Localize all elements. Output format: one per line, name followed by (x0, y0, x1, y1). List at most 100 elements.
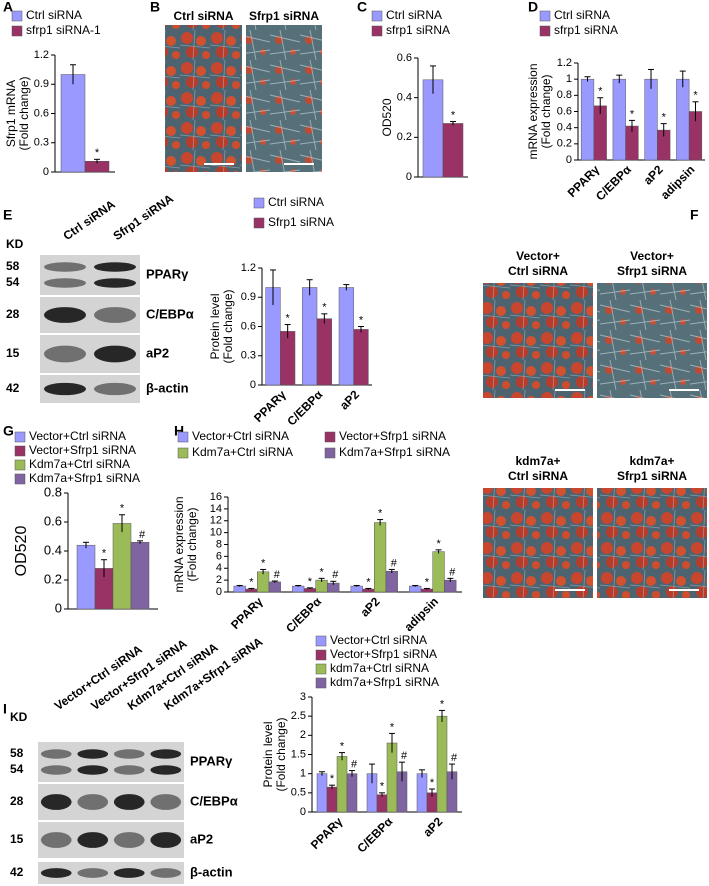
y-tick-label: 0.6 (557, 105, 572, 117)
x-tick-label: C/EBPα (354, 814, 395, 855)
y-tick-label: 0.3 (34, 137, 49, 149)
bar (386, 742, 398, 813)
blot-band (77, 749, 109, 759)
legend-swatch (324, 447, 336, 459)
legend-swatch (177, 431, 189, 443)
blot-band (44, 262, 86, 272)
image-label: Vector+ (516, 249, 560, 263)
blot-band (150, 765, 182, 775)
x-tick-label: adipsin (658, 162, 698, 202)
bar (436, 715, 448, 813)
micrograph (597, 283, 707, 398)
significance-mark: * (340, 740, 345, 752)
y-tick-label: 0.2 (44, 571, 62, 586)
significance-mark: * (662, 112, 667, 124)
significance-mark: * (630, 108, 635, 120)
bar (612, 78, 626, 161)
y-tick-label: 0.6 (241, 320, 256, 332)
legend-label: Vector+Ctrl siRNA (29, 429, 126, 443)
legend-swatch (14, 459, 26, 471)
x-tick-label: aP2 (337, 387, 362, 412)
y-tick-label: 12 (210, 515, 222, 527)
bar (316, 318, 332, 386)
blot-name: aP2 (190, 831, 213, 846)
image-label: Sfrp1 siRNA (617, 469, 687, 483)
y-axis-label: OD520 (13, 526, 30, 577)
x-tick-label: C/EBPα (284, 387, 325, 428)
y-axis-label: Sfrp1 mRNA (4, 80, 18, 147)
y-tick-label: 0 (216, 586, 222, 598)
blot-band (40, 794, 72, 810)
x-tick-label: PPARγ (308, 814, 346, 852)
y-tick-label: 0 (55, 600, 62, 615)
y-tick-label: 2.5 (291, 710, 306, 722)
significance-mark: # (139, 529, 146, 541)
blot-band (94, 278, 136, 288)
blot-band (94, 262, 136, 272)
legend-label: Sfrp1 siRNA (268, 215, 334, 229)
kd-label: 54 (10, 762, 24, 776)
kd-label: 15 (10, 832, 24, 846)
significance-mark: * (390, 721, 395, 733)
legend-swatch (14, 445, 26, 457)
blot-strip (38, 742, 184, 782)
y-tick-label: 1.2 (557, 57, 572, 69)
y-tick-label: 0.2 (557, 138, 572, 150)
blot-strip (40, 255, 140, 295)
legend-label: kdm7a+Ctrl siRNA (330, 661, 429, 675)
bar (374, 522, 387, 593)
legend-label: Vector+Ctrl siRNA (330, 633, 427, 647)
legend-label: kdm7a+Sfrp1 siRNA (330, 675, 439, 689)
bar (416, 773, 428, 813)
blot-band (113, 832, 145, 848)
y-axis-label: (Fold change) (274, 717, 288, 791)
bar (257, 571, 270, 593)
image-label: Ctrl siRNA (508, 469, 568, 483)
bar (442, 123, 464, 178)
x-tick-label: aP2 (420, 814, 445, 839)
y-axis-label: mRNA expression (172, 496, 186, 592)
blot-name: C/EBPα (190, 793, 238, 808)
legend-label: sfrp1 siRNA (386, 23, 450, 37)
significance-mark: * (380, 781, 385, 793)
legend-swatch (315, 677, 327, 689)
y-tick-label: 0.4 (557, 122, 572, 134)
panel-letter: A (3, 0, 13, 15)
y-tick-label: 0 (43, 166, 49, 178)
bar (353, 329, 369, 386)
x-tick-label: adipsin (402, 594, 442, 634)
x-tick-label: C/EBPα (283, 594, 324, 635)
y-tick-label: 0.4 (44, 542, 62, 557)
image-label: Sfrp1 siRNA (249, 9, 319, 23)
y-tick-label: 0.6 (397, 52, 412, 64)
legend-label: Vector+Ctrl siRNA (192, 429, 289, 443)
legend-label: Ctrl siRNA (268, 195, 324, 209)
legend-swatch (539, 25, 551, 37)
x-tick-label: PPARγ (228, 594, 266, 632)
bar (316, 773, 328, 813)
legend-swatch (315, 663, 327, 675)
micrograph (246, 25, 322, 172)
panel-letter: G (3, 423, 14, 439)
bar (112, 523, 132, 610)
y-axis-label: Protein level (208, 293, 222, 359)
legend-label: sfrp1 siRNA-1 (26, 23, 101, 37)
panel-letter: D (528, 0, 538, 15)
legend-swatch (253, 217, 265, 229)
kd-label: 58 (6, 259, 20, 273)
micrograph (597, 488, 707, 598)
significance-mark: * (436, 538, 441, 550)
kd-label: 28 (6, 307, 20, 321)
bar (280, 331, 296, 386)
y-tick-label: 1 (566, 73, 572, 85)
micrograph (165, 25, 242, 172)
panel-letter: F (690, 207, 699, 223)
y-axis-label: Protein level (261, 721, 275, 787)
kd-label: 42 (6, 381, 20, 395)
legend-label: Kdm7a+Sfrp1 siRNA (29, 471, 140, 485)
legend-label: Ctrl siRNA (554, 8, 610, 22)
y-tick-label: 0.2 (397, 131, 412, 143)
blot-band (150, 749, 182, 759)
y-tick-label: 1.5 (291, 748, 306, 760)
bar (302, 287, 318, 386)
